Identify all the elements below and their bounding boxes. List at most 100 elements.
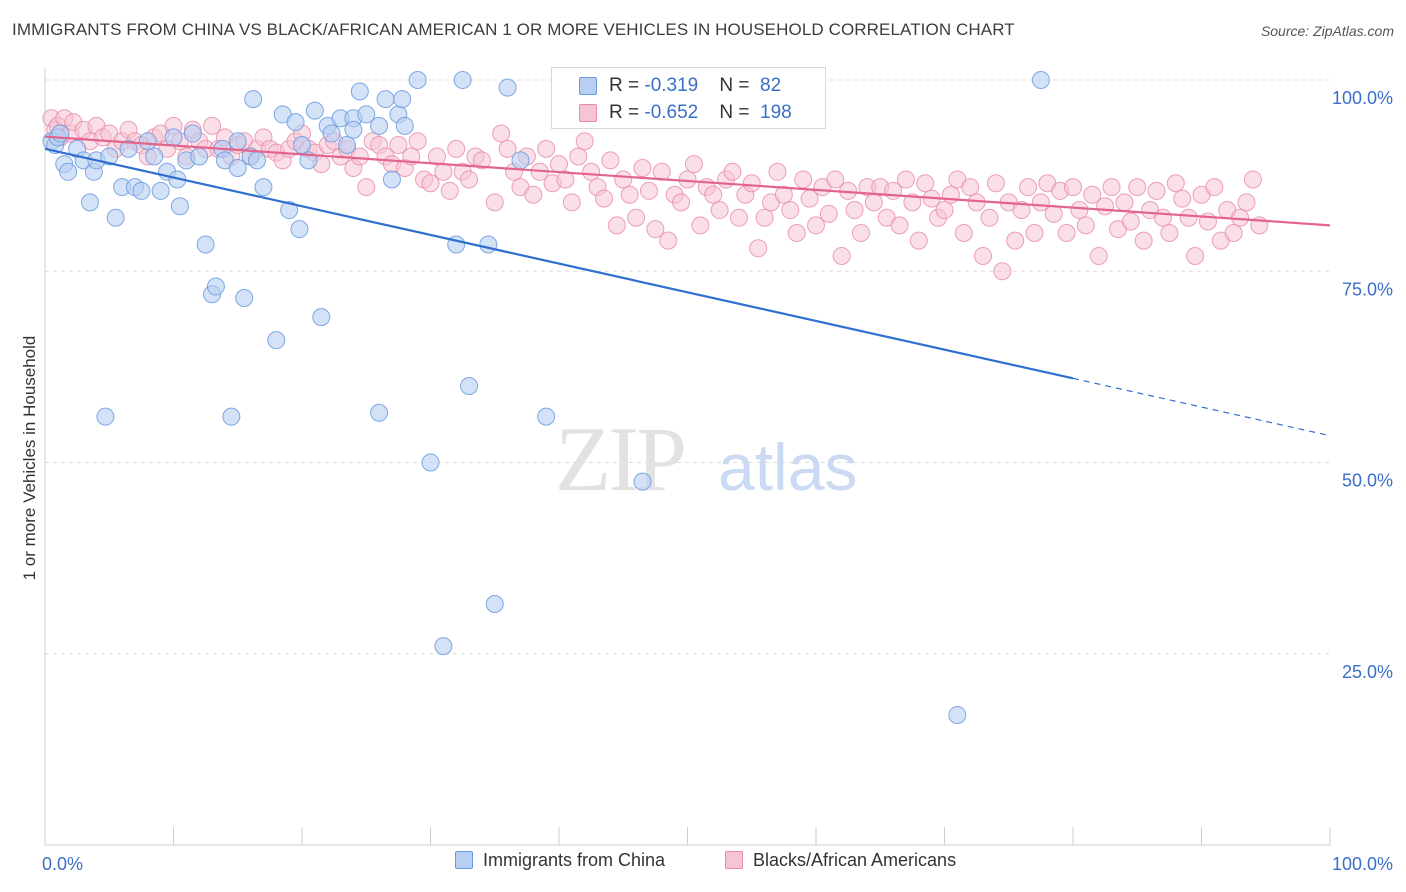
- data-point-china: [206, 277, 225, 296]
- data-point-black: [1166, 174, 1185, 193]
- data-point-black: [691, 216, 710, 235]
- data-point-black: [562, 193, 581, 212]
- data-point-black: [974, 246, 993, 265]
- data-point-black: [620, 185, 639, 204]
- svg-text:ZIP: ZIP: [555, 408, 684, 510]
- data-point-black: [1096, 197, 1115, 216]
- x-tick-label: 100.0%: [1332, 854, 1393, 874]
- data-point-black: [550, 155, 568, 174]
- data-point-china: [479, 235, 498, 254]
- data-point-black: [1147, 181, 1166, 200]
- data-point-china: [1031, 71, 1050, 89]
- data-point-black: [1012, 201, 1031, 220]
- legend-swatch-black: [579, 104, 597, 122]
- bottom-legend-china: Immigrants from China: [455, 850, 665, 871]
- data-point-black: [607, 216, 626, 235]
- data-point-china: [408, 71, 427, 89]
- data-point-china: [228, 132, 247, 151]
- data-point-black: [896, 170, 915, 189]
- data-point-black: [627, 208, 646, 227]
- data-point-black: [485, 193, 504, 212]
- data-point-black: [1057, 224, 1076, 242]
- data-point-china: [228, 158, 247, 177]
- data-point-black: [1019, 178, 1038, 197]
- bottom-legend-label-black: Blacks/African Americans: [753, 850, 957, 870]
- data-point-china: [267, 331, 286, 350]
- data-point-black: [774, 185, 793, 204]
- data-point-china: [376, 90, 395, 109]
- legend-n-label: N =: [719, 102, 755, 123]
- data-point-black: [749, 239, 768, 258]
- legend-r-value: -0.319: [644, 75, 699, 96]
- data-point-china: [312, 308, 331, 327]
- data-point-china: [100, 147, 119, 166]
- data-point-black: [851, 224, 870, 242]
- series-china-points: [42, 71, 1050, 724]
- legend-r-label: R =: [609, 75, 645, 96]
- data-point-black: [421, 174, 440, 193]
- data-point-china: [322, 124, 341, 143]
- bottom-legend-swatch-china: [455, 851, 473, 869]
- data-point-china: [80, 193, 99, 212]
- data-point-china: [222, 407, 241, 426]
- data-point-china: [485, 595, 504, 614]
- data-point-china: [393, 90, 412, 109]
- legend-n-label: N =: [719, 75, 755, 96]
- data-point-black: [460, 170, 479, 189]
- data-point-china: [96, 407, 115, 426]
- legend-swatch-china: [579, 77, 597, 95]
- data-point-black: [961, 178, 980, 197]
- data-point-black: [447, 139, 466, 158]
- data-point-black: [601, 151, 620, 170]
- data-point-black: [1186, 246, 1205, 265]
- axes: [44, 68, 1331, 846]
- data-point-china: [434, 637, 453, 656]
- data-point-black: [710, 201, 729, 220]
- data-point-black: [678, 170, 697, 189]
- bottom-legend-swatch-black: [725, 851, 743, 869]
- data-point-black: [826, 170, 845, 189]
- data-point-black: [1237, 193, 1256, 212]
- legend-n-value: 82: [760, 75, 782, 96]
- data-point-china: [286, 113, 305, 132]
- data-point-black: [1044, 204, 1063, 223]
- data-point-black: [742, 174, 761, 193]
- data-point-black: [1115, 193, 1134, 212]
- data-point-black: [993, 262, 1012, 281]
- data-point-china: [337, 136, 356, 155]
- data-point-black: [614, 170, 633, 189]
- data-point-black: [941, 185, 960, 204]
- data-point-china: [280, 201, 299, 220]
- data-point-china: [453, 71, 472, 89]
- data-point-black: [781, 201, 800, 220]
- correlation-legend: R = -0.319 N = 82 R = -0.652 N = 198: [551, 67, 826, 129]
- data-point-black: [909, 231, 928, 250]
- data-point-china: [290, 220, 309, 239]
- data-point-china: [498, 78, 517, 97]
- data-point-black: [1089, 246, 1108, 265]
- data-point-black: [916, 174, 935, 193]
- data-point-china: [395, 116, 414, 135]
- data-point-black: [434, 162, 453, 181]
- data-point-china: [382, 170, 401, 189]
- data-point-china: [511, 151, 530, 170]
- data-point-black: [203, 116, 222, 135]
- legend-n-value: 198: [760, 102, 792, 123]
- trend-line-black: [44, 135, 1331, 227]
- data-point-black: [1173, 189, 1192, 208]
- data-point-black: [440, 181, 459, 200]
- y-axis-label: 1 or more Vehicles in Household: [20, 336, 39, 581]
- data-point-china: [460, 377, 479, 395]
- data-point-black: [357, 178, 376, 197]
- data-point-china: [344, 120, 363, 139]
- data-point-black: [498, 139, 517, 158]
- data-point-black: [537, 139, 556, 158]
- data-point-black: [408, 132, 427, 151]
- data-point-black: [492, 124, 511, 143]
- data-point-china: [537, 407, 556, 426]
- data-point-black: [1070, 201, 1089, 220]
- data-point-china: [370, 403, 389, 422]
- data-point-black: [768, 162, 787, 181]
- data-point-black: [1153, 208, 1172, 227]
